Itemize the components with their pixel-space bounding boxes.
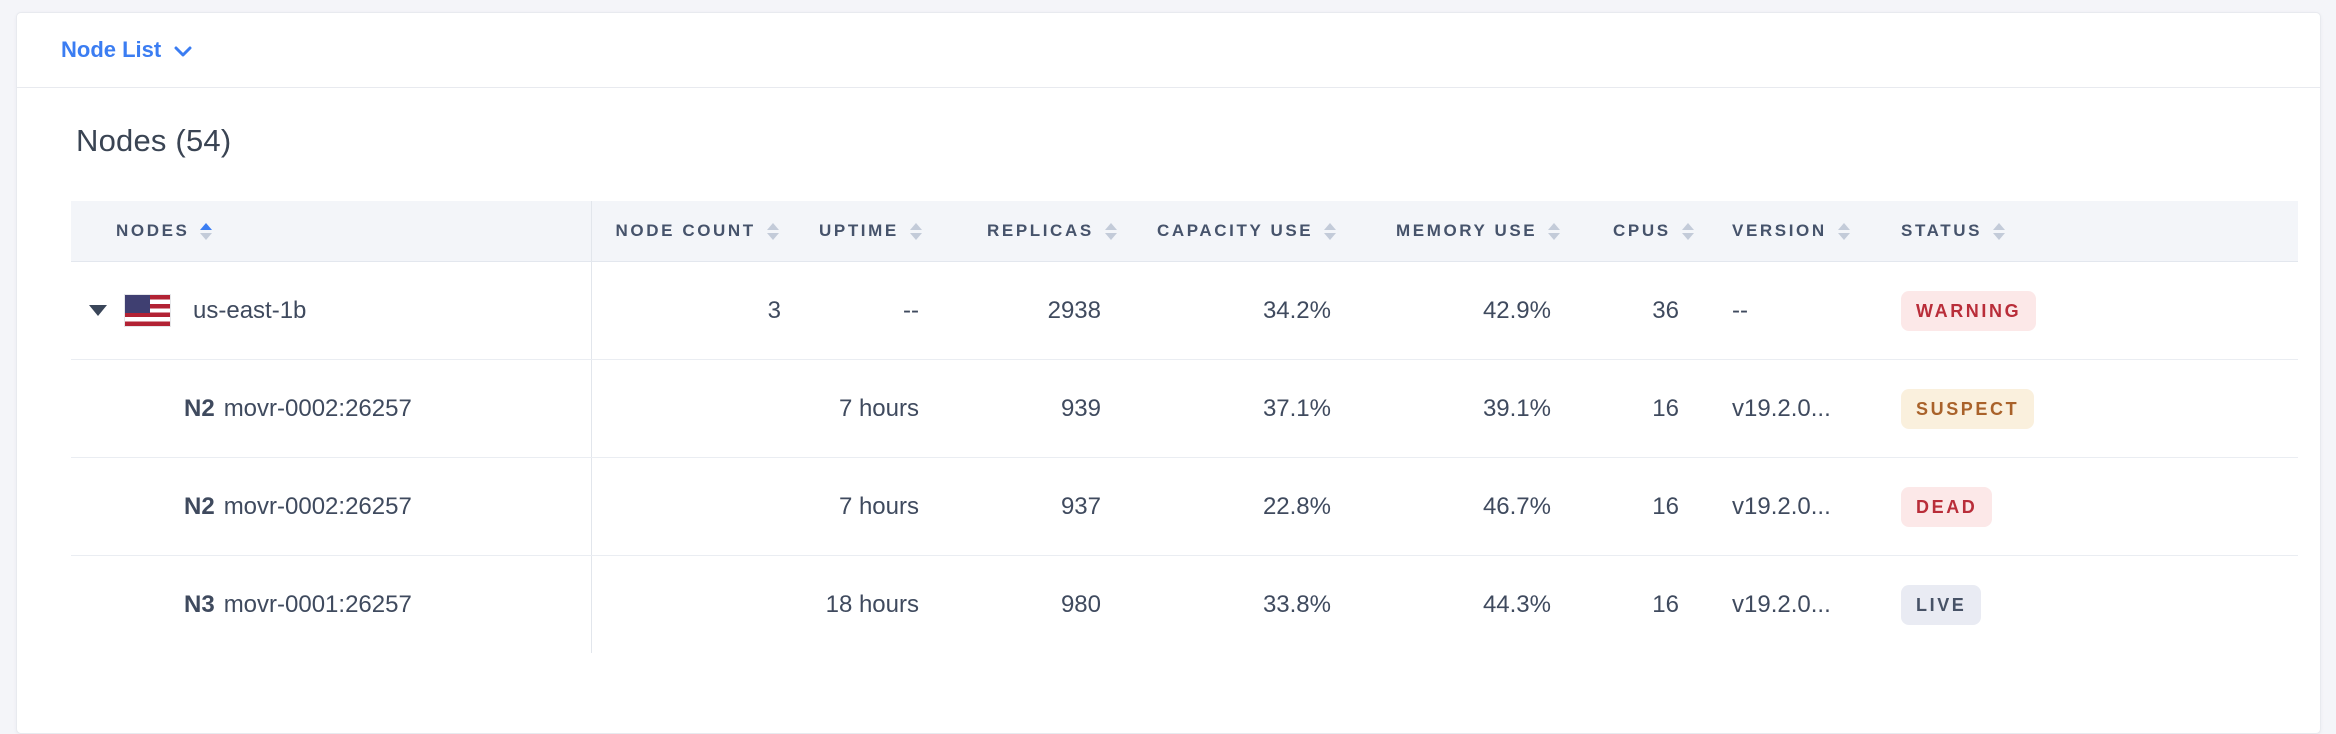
cell-replicas: 937 (931, 457, 1113, 556)
node-id: N2 (184, 492, 215, 520)
cell-replicas: 2938 (931, 261, 1113, 360)
column-header-capacity-use[interactable]: CAPACITY USE (1113, 201, 1343, 262)
cell-capacity-use: 33.8% (1262, 590, 1331, 618)
cell-cpus: 16 (1563, 457, 1691, 556)
us-flag-icon (125, 295, 170, 326)
cell-version: v19.2.0... (1691, 359, 1881, 458)
nodes-table-container: NODES NODE COUNT UPTIME REPLICAS CAPACIT… (71, 201, 2320, 653)
cell-uptime: -- (791, 261, 931, 360)
view-switcher-bar: Node List (17, 13, 2320, 88)
node-id: N2 (184, 394, 215, 422)
cell-cpus: 16 (1563, 359, 1691, 458)
column-header-memory-use[interactable]: MEMORY USE (1343, 201, 1563, 262)
status-badge: LIVE (1901, 584, 1982, 625)
column-header-cpus[interactable]: CPUS (1563, 201, 1694, 262)
cell-node-count (591, 359, 791, 458)
table-row-node[interactable]: N3 movr-0001:26257 18 hours 980 33.8% 44.… (71, 555, 2298, 654)
nodes-page: { "nav": { "dropdown_label": "Node List"… (16, 12, 2321, 734)
column-header-uptime[interactable]: UPTIME (791, 201, 931, 262)
cell-uptime: 7 hours (791, 359, 931, 458)
node-address: movr-0002:26257 (223, 394, 412, 422)
cell-memory-use: 42.9% (1343, 261, 1563, 360)
sort-arrows-icon (1681, 222, 1694, 240)
column-label: CAPACITY USE (1157, 221, 1314, 240)
sort-arrows-icon (766, 222, 779, 240)
node-address: movr-0001:26257 (223, 590, 412, 618)
cell-capacity-use: 37.1% (1113, 359, 1343, 458)
column-label: MEMORY USE (1396, 221, 1538, 240)
column-label: CPUS (1613, 221, 1671, 240)
view-dropdown[interactable]: Node List (61, 37, 192, 63)
status-badge: DEAD (1901, 486, 1993, 527)
status-badge: SUSPECT (1901, 388, 2035, 429)
chevron-down-icon (174, 46, 192, 57)
sort-arrows-icon (1104, 222, 1117, 240)
column-label: NODES (116, 221, 190, 240)
cell-uptime: 7 hours (791, 457, 931, 556)
cell-version: v19.2.0... (1691, 457, 1881, 556)
column-label: NODE COUNT (615, 221, 756, 240)
cell-capacity-use: 34.2% (1113, 261, 1343, 360)
node-address: movr-0002:26257 (223, 492, 412, 520)
table-row-region[interactable]: us-east-1b 3 -- 2938 34.2% 42.9% 36 -- W… (71, 261, 2298, 360)
node-cell: N2 movr-0002:26257 (71, 395, 591, 423)
column-header-version[interactable]: VERSION (1691, 201, 1881, 262)
sort-arrows-icon (1324, 222, 1337, 240)
page-title: Nodes (54) (76, 123, 232, 158)
cell-memory-use: 44.3% (1482, 590, 1551, 618)
column-header-nodes[interactable]: NODES (71, 201, 592, 262)
node-cell: N3 movr-0001:26257 (71, 591, 591, 619)
collapse-triangle-icon[interactable] (89, 305, 107, 316)
sort-arrows-icon (1548, 222, 1561, 240)
column-label: VERSION (1732, 221, 1827, 240)
table-row-node[interactable]: N2 movr-0002:26257 7 hours 939 37.1% 39.1… (71, 359, 2298, 458)
table-header-row: NODES NODE COUNT UPTIME REPLICAS CAPACIT… (71, 201, 2298, 262)
sort-arrows-icon (200, 222, 213, 240)
view-dropdown-label: Node List (61, 37, 162, 62)
cell-node-count (591, 556, 791, 654)
column-header-node-count[interactable]: NODE COUNT (591, 201, 791, 262)
table-row-node[interactable]: N2 movr-0002:26257 7 hours 937 22.8% 46.7… (71, 457, 2298, 556)
node-id: N3 (184, 590, 215, 618)
column-header-status[interactable]: STATUS (1881, 201, 2298, 262)
cell-version: v19.2.0... (1732, 590, 1831, 618)
region-name: us-east-1b (193, 296, 307, 324)
cell-node-count (591, 457, 791, 556)
cell-replicas: 980 (1060, 590, 1101, 618)
region-cell: us-east-1b (71, 295, 591, 326)
sort-arrows-icon (1993, 222, 2006, 240)
sort-arrows-icon (909, 222, 922, 240)
column-header-replicas[interactable]: REPLICAS (931, 201, 1117, 262)
node-cell: N2 movr-0002:26257 (71, 493, 591, 521)
column-label: REPLICAS (987, 221, 1094, 240)
status-badge: WARNING (1901, 290, 2037, 331)
node-list-card: Node List Nodes (54) NODES NODE COUNT (16, 12, 2321, 734)
cell-cpus: 36 (1563, 261, 1691, 360)
cell-cpus: 16 (1652, 590, 1679, 618)
nodes-table: NODES NODE COUNT UPTIME REPLICAS CAPACIT… (71, 201, 2298, 653)
cell-replicas: 939 (931, 359, 1113, 458)
cell-version: -- (1691, 261, 1881, 360)
cell-memory-use: 46.7% (1343, 457, 1563, 556)
cell-node-count: 3 (591, 261, 791, 360)
sort-arrows-icon (1837, 222, 1850, 240)
cell-capacity-use: 22.8% (1113, 457, 1343, 556)
cell-memory-use: 39.1% (1343, 359, 1563, 458)
column-label: UPTIME (819, 221, 899, 240)
column-label: STATUS (1901, 221, 1983, 240)
cell-uptime: 18 hours (825, 590, 919, 618)
